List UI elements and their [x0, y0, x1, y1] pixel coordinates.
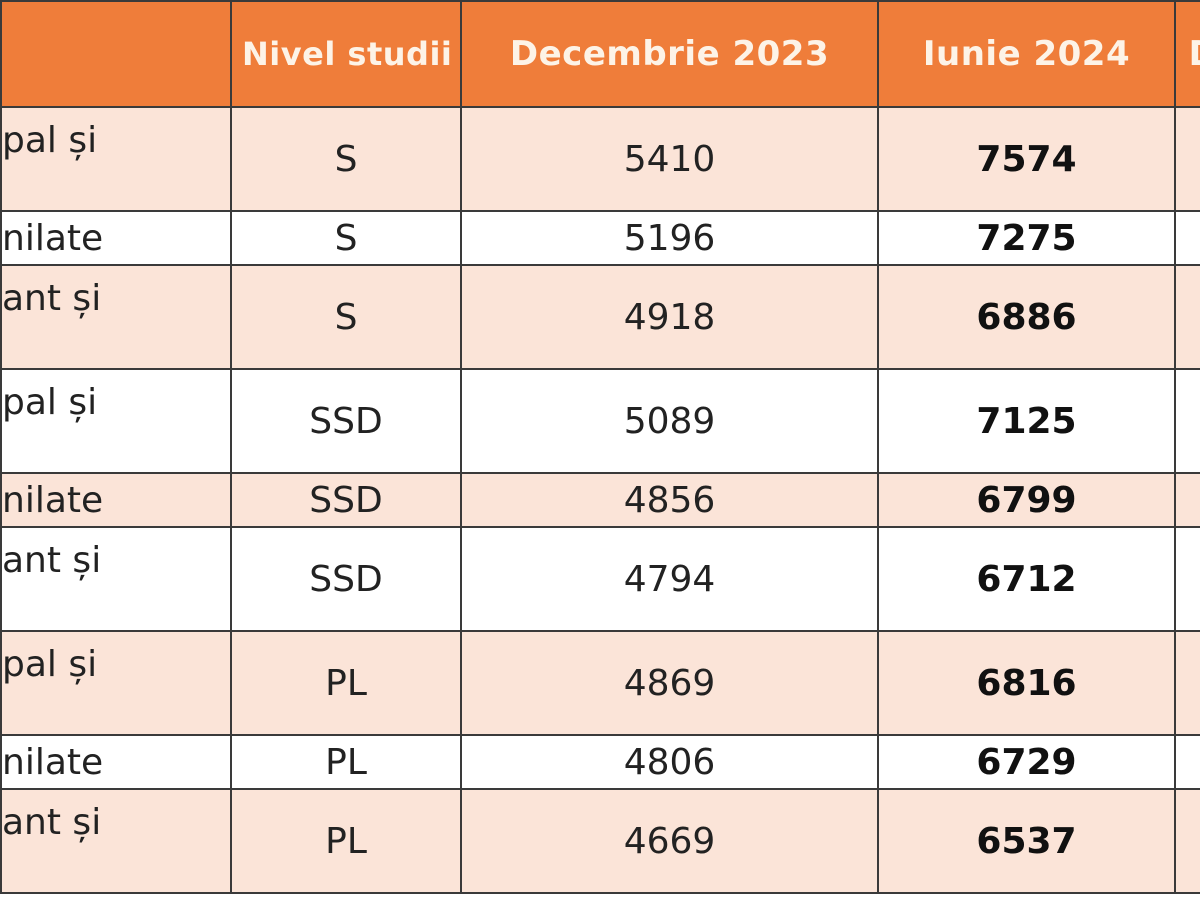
table-row: nilate SSD 4856 6799: [0, 472, 1200, 528]
header-function: [0, 0, 232, 108]
cell-function: ant și: [0, 526, 232, 632]
cell-function: nilate: [0, 734, 232, 790]
cell-cut: [1174, 630, 1200, 736]
cell-function: nilate: [0, 210, 232, 266]
cell-level: SSD: [230, 472, 462, 528]
cell-dec: 5410: [460, 106, 879, 212]
table-row: ant și S 4918 6886: [0, 264, 1200, 370]
cell-cut: [1174, 472, 1200, 528]
cell-level: SSD: [230, 368, 462, 474]
cell-dec: 5089: [460, 368, 879, 474]
cell-iun: 6537: [877, 788, 1176, 894]
cell-cut: [1174, 526, 1200, 632]
cell-cut: [1174, 368, 1200, 474]
cell-function: nilate: [0, 472, 232, 528]
cell-dec: 5196: [460, 210, 879, 266]
cell-cut: [1174, 106, 1200, 212]
cell-function: ant și: [0, 264, 232, 370]
cell-level: PL: [230, 788, 462, 894]
cell-level: S: [230, 264, 462, 370]
header-row: Nivel studii Decembrie 2023 Iunie 2024 D: [0, 0, 1200, 108]
cell-dec: 4669: [460, 788, 879, 894]
cell-iun: 6816: [877, 630, 1176, 736]
cell-iun: 7125: [877, 368, 1176, 474]
cell-dec: 4869: [460, 630, 879, 736]
table-row: nilate S 5196 7275: [0, 210, 1200, 266]
table-row: pal și PL 4869 6816: [0, 630, 1200, 736]
cell-function: ant și: [0, 788, 232, 894]
cell-iun: 6799: [877, 472, 1176, 528]
header-level: Nivel studii: [230, 0, 462, 108]
cell-level: S: [230, 210, 462, 266]
cell-cut: [1174, 734, 1200, 790]
cell-level: SSD: [230, 526, 462, 632]
table-row: pal și SSD 5089 7125: [0, 368, 1200, 474]
cell-level: S: [230, 106, 462, 212]
cell-iun: 7574: [877, 106, 1176, 212]
cell-function: pal și: [0, 106, 232, 212]
cell-iun: 7275: [877, 210, 1176, 266]
header-iun-2024: Iunie 2024: [877, 0, 1176, 108]
table-row: ant și PL 4669 6537: [0, 788, 1200, 894]
cell-function: pal și: [0, 630, 232, 736]
cell-cut: [1174, 210, 1200, 266]
table-row: ant și SSD 4794 6712: [0, 526, 1200, 632]
cell-cut: [1174, 264, 1200, 370]
cell-cut: [1174, 788, 1200, 894]
cell-iun: 6712: [877, 526, 1176, 632]
cell-iun: 6729: [877, 734, 1176, 790]
table-row: nilate PL 4806 6729: [0, 734, 1200, 790]
cell-dec: 4856: [460, 472, 879, 528]
cell-dec: 4918: [460, 264, 879, 370]
cell-dec: 4806: [460, 734, 879, 790]
header-dec-2023: Decembrie 2023: [460, 0, 879, 108]
cell-iun: 6886: [877, 264, 1176, 370]
header-cut: D: [1174, 0, 1200, 108]
table-row: pal și S 5410 7574: [0, 106, 1200, 212]
cell-dec: 4794: [460, 526, 879, 632]
cell-level: PL: [230, 734, 462, 790]
cell-level: PL: [230, 630, 462, 736]
cell-function: pal și: [0, 368, 232, 474]
